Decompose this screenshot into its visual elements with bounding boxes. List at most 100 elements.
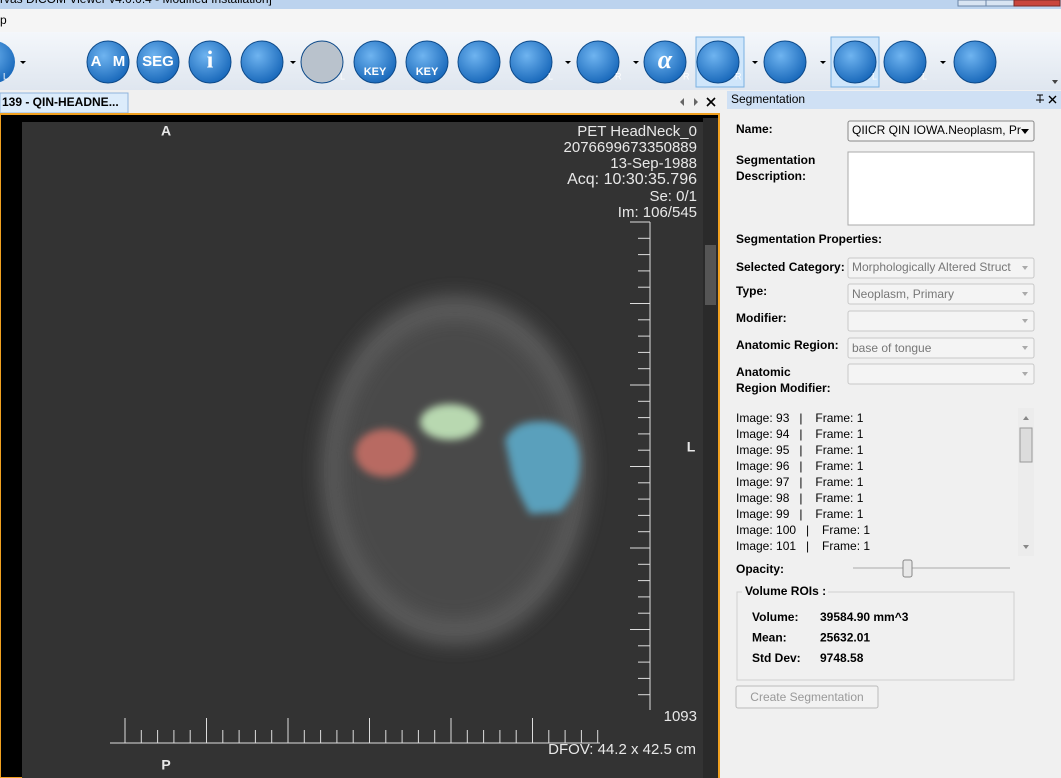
rois-group	[736, 591, 1015, 681]
button-label: Create Segmentation	[750, 690, 863, 704]
segment-green	[420, 404, 480, 440]
dropdown-arrow[interactable]	[940, 61, 946, 64]
stat-value: 9748.58	[820, 651, 864, 665]
tool-button[interactable]	[576, 40, 620, 84]
dropdown-arrow[interactable]	[565, 61, 571, 64]
frame-image: Image: 98	[736, 491, 790, 505]
frame-image: Image: 95	[736, 443, 790, 457]
orientation-top: A	[161, 123, 171, 139]
dropdown-arrow[interactable]	[20, 61, 26, 64]
tool-button[interactable]	[0, 41, 15, 83]
tool-button[interactable]	[763, 40, 807, 84]
frame-separator: |	[799, 491, 802, 505]
overlay-patient: PET HeadNeck_0	[577, 123, 697, 140]
tab-close[interactable]	[706, 97, 716, 107]
overlay-series: Se: 0/1	[649, 188, 697, 205]
tool-badge: L	[872, 71, 877, 81]
tool-badge: R	[735, 71, 742, 81]
tool-badge: R	[683, 71, 690, 81]
tool-button[interactable]	[405, 40, 449, 84]
scan-body	[340, 320, 570, 620]
tab-scroll[interactable]	[680, 98, 698, 106]
tool-button[interactable]	[953, 40, 997, 84]
overlay-date: 13-Sep-1988	[610, 155, 697, 172]
frame-separator: |	[799, 411, 802, 425]
create-button[interactable]	[735, 685, 879, 709]
frame-number: Frame: 1	[815, 443, 863, 457]
tool-button[interactable]	[696, 40, 740, 84]
stat-value: 25632.01	[820, 631, 870, 645]
tool-label: i	[207, 48, 214, 74]
panel-title: Segmentation	[731, 92, 805, 106]
description-input[interactable]	[847, 151, 1035, 226]
toolbar-overflow[interactable]	[1052, 80, 1058, 84]
combo-category[interactable]	[847, 257, 1035, 279]
rulers	[110, 221, 651, 744]
tool-button[interactable]	[353, 40, 397, 84]
tool-button[interactable]	[86, 40, 130, 84]
stat-label: Mean:	[752, 631, 787, 645]
list-thumb[interactable]	[1019, 427, 1033, 463]
scroll-thumb[interactable]	[705, 245, 716, 305]
combo-value: Morphologically Altered Struct	[852, 260, 1011, 274]
section-label: Segmentation Properties:	[736, 232, 882, 246]
stat-value: 39584.90 mm^3	[820, 610, 909, 624]
label: Anatomic Region:	[736, 338, 839, 352]
panel-header	[727, 91, 1061, 109]
viewer-scrollbar[interactable]	[703, 118, 718, 778]
dropdown-arrow	[1021, 129, 1029, 134]
frame-number: Frame: 1	[815, 427, 863, 441]
tool-badge: L	[3, 71, 8, 81]
menu-item: p	[0, 13, 7, 27]
panel-close[interactable]	[1048, 95, 1057, 104]
dropdown-arrow[interactable]	[633, 61, 639, 64]
frame-list[interactable]	[730, 408, 1034, 556]
label: Anatomic	[736, 365, 791, 379]
frame-separator: |	[799, 475, 802, 489]
close-button[interactable]	[1013, 0, 1061, 7]
texts: rvas DICOM Viewer v4.0.0.4 - Modified In…	[0, 0, 1021, 773]
dropdown-arrow[interactable]	[290, 61, 296, 64]
rois-title-bg	[742, 585, 828, 599]
tool-badge: L	[922, 71, 927, 81]
tool-button[interactable]	[300, 40, 344, 84]
combo-value: base of tongue	[852, 341, 932, 355]
frame-image: Image: 100	[736, 523, 796, 537]
minimize-button[interactable]	[957, 0, 987, 7]
combo-type[interactable]	[847, 283, 1035, 305]
combo-arrow	[1022, 372, 1028, 376]
overlay-image: Im: 106/545	[618, 204, 697, 221]
tool-label: KEY	[416, 66, 439, 78]
combo-region[interactable]	[847, 337, 1035, 359]
frame-number: Frame: 1	[815, 411, 863, 425]
title-bar	[0, 0, 1061, 9]
tool-button[interactable]	[136, 40, 180, 84]
tool-label: α	[658, 45, 673, 74]
tool-button[interactable]	[188, 40, 232, 84]
maximize-button[interactable]	[985, 0, 1015, 7]
tool-badge: L	[340, 71, 345, 81]
name-dropdown[interactable]	[847, 120, 1035, 142]
opacity-thumb[interactable]	[902, 559, 913, 578]
tool-button[interactable]	[883, 40, 927, 84]
tool-button[interactable]	[643, 40, 687, 84]
frame-number: Frame: 1	[815, 459, 863, 473]
pin-icon[interactable]	[1036, 94, 1044, 103]
dropdown-arrow[interactable]	[752, 61, 758, 64]
combo-region-modifier[interactable]	[847, 363, 1035, 385]
orientation-right: L	[687, 439, 696, 455]
tool-button[interactable]	[457, 40, 501, 84]
overlay-patient-id: 2076699673350889	[564, 139, 697, 156]
combo-modifier[interactable]	[847, 310, 1035, 332]
tool-button[interactable]	[240, 40, 284, 84]
tool-button[interactable]	[509, 40, 553, 84]
tool-button[interactable]	[833, 40, 877, 84]
tool-label: SEG	[142, 53, 174, 70]
orientation-bottom: P	[161, 757, 170, 773]
label: Description:	[736, 169, 806, 183]
dropdown-arrow[interactable]	[820, 61, 826, 64]
overlay-acquisition: Acq: 10:30:35.796	[567, 171, 697, 188]
tool-label: KEY	[364, 66, 387, 78]
frame-separator: |	[799, 443, 802, 457]
frame-image: Image: 99	[736, 507, 790, 521]
